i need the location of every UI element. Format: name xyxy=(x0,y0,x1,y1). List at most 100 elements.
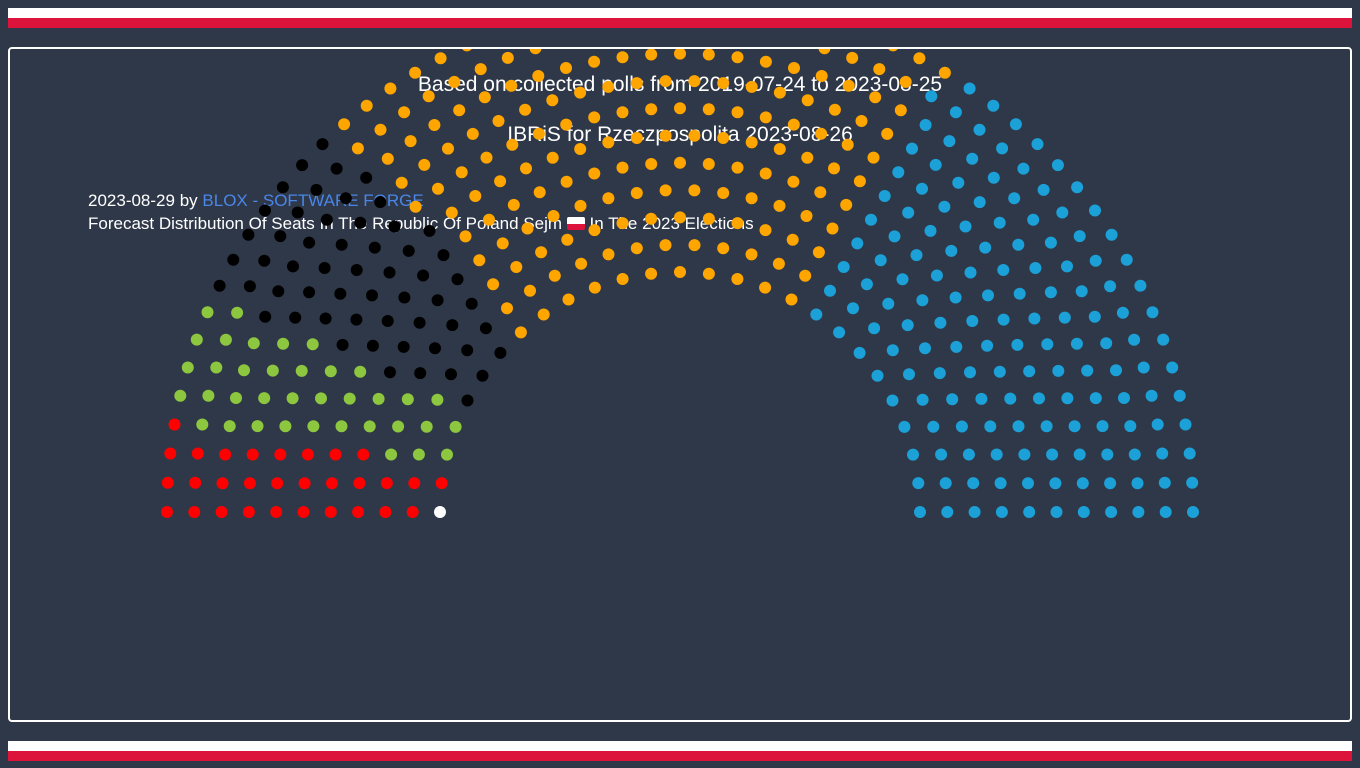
seat-dot-party-5 xyxy=(645,49,658,61)
seat-dot-party-5 xyxy=(602,80,615,93)
seat-dot-party-6 xyxy=(1183,447,1196,460)
seat-dot-party-3 xyxy=(277,337,290,350)
seat-dot-party-4 xyxy=(360,171,373,184)
seat-dot-party-5 xyxy=(759,281,772,294)
seat-dot-party-5 xyxy=(688,129,701,142)
seat-dot-party-4 xyxy=(423,224,436,237)
seat-dot-party-5 xyxy=(360,99,373,112)
seat-dot-party-3 xyxy=(247,337,260,350)
seat-dot-party-5 xyxy=(459,230,472,243)
seat-dot-party-5 xyxy=(483,213,495,226)
seat-dot-party-6 xyxy=(1187,506,1199,518)
seat-dot-party-6 xyxy=(1173,389,1186,402)
seat-dot-party-5 xyxy=(801,151,814,164)
seat-dot-party-6 xyxy=(1046,448,1059,461)
seat-dot-party-3 xyxy=(174,389,187,402)
seat-dot-party-6 xyxy=(874,254,887,267)
flag-stripe-red xyxy=(8,751,1352,761)
seat-dot-party-2 xyxy=(298,477,311,490)
seat-dot-party-6 xyxy=(1081,364,1094,377)
seat-dot-party-5 xyxy=(574,86,587,99)
seat-dot-party-6 xyxy=(1128,333,1141,346)
seat-dot-party-4 xyxy=(287,260,299,273)
seat-dot-party-5 xyxy=(867,151,880,164)
seat-dot-party-4 xyxy=(398,291,411,304)
seat-dot-party-5 xyxy=(853,175,866,188)
seat-dot-party-5 xyxy=(841,138,854,151)
seat-dot-party-5 xyxy=(745,248,758,261)
seat-dot-party-6 xyxy=(949,106,962,119)
seat-dot-party-6 xyxy=(906,142,918,155)
seat-dot-party-5 xyxy=(560,175,573,188)
seat-dot-party-5 xyxy=(787,175,800,188)
seat-dot-party-5 xyxy=(815,70,828,82)
seat-dot-party-6 xyxy=(916,294,929,307)
seat-dot-party-6 xyxy=(950,340,963,353)
seat-dot-party-5 xyxy=(818,49,831,55)
seat-dot-party-6 xyxy=(1089,392,1102,405)
seat-dot-party-3 xyxy=(210,361,223,374)
seat-dot-party-6 xyxy=(860,278,873,291)
seat-dot-party-6 xyxy=(1012,420,1025,433)
seat-dot-party-5 xyxy=(560,62,572,74)
author-link[interactable]: BLOX - SOFTWARE FORGE xyxy=(202,191,424,210)
seat-dot-party-5 xyxy=(630,187,643,199)
seat-dot-party-5 xyxy=(702,267,715,280)
seat-dot-party-5 xyxy=(645,267,658,280)
seat-dot-party-5 xyxy=(505,79,518,92)
seat-dot-party-6 xyxy=(1104,280,1117,293)
seat-dot-party-5 xyxy=(717,242,730,255)
flag-stripe-bottom xyxy=(8,741,1352,761)
seat-dot-party-5 xyxy=(828,162,840,175)
seat-dot-party-6 xyxy=(1104,477,1117,490)
seat-dot-party-2 xyxy=(435,477,448,490)
seat-dot-party-6 xyxy=(1159,506,1172,518)
seat-dot-party-5 xyxy=(828,103,841,116)
seat-dot-party-4 xyxy=(227,253,240,266)
seat-dot-party-2 xyxy=(408,477,421,490)
seat-dot-party-4 xyxy=(383,266,396,279)
seat-dot-party-5 xyxy=(840,198,853,211)
seat-dot-party-6 xyxy=(990,448,1003,461)
seat-dot-party-5 xyxy=(381,152,394,165)
seat-dot-party-3 xyxy=(190,333,203,346)
seat-dot-party-6 xyxy=(1027,213,1040,226)
seat-dot-party-1 xyxy=(434,506,446,518)
seat-dot-party-5 xyxy=(688,239,701,252)
seat-dot-party-6 xyxy=(1077,506,1090,518)
seat-dot-party-4 xyxy=(243,280,256,293)
seat-dot-party-5 xyxy=(561,233,574,246)
seat-dot-party-2 xyxy=(161,476,174,489)
seat-dot-party-6 xyxy=(975,392,988,405)
seat-dot-party-5 xyxy=(574,143,587,155)
seat-dot-party-5 xyxy=(773,86,786,99)
seat-dot-party-6 xyxy=(907,448,919,461)
seat-dot-party-2 xyxy=(164,447,177,460)
seat-dot-party-6 xyxy=(1051,159,1064,172)
seat-dot-party-5 xyxy=(630,132,643,144)
seat-dot-party-5 xyxy=(659,75,672,88)
seat-dot-party-3 xyxy=(196,418,209,431)
seat-dot-party-6 xyxy=(1131,477,1144,490)
seat-dot-party-5 xyxy=(434,52,447,65)
seat-dot-party-4 xyxy=(461,394,474,407)
seat-dot-party-5 xyxy=(826,222,839,235)
seat-dot-party-4 xyxy=(445,368,457,381)
seat-dot-party-5 xyxy=(409,66,422,79)
seat-dot-party-4 xyxy=(388,220,401,233)
seat-dot-party-6 xyxy=(984,420,997,433)
seat-dot-party-2 xyxy=(215,506,228,518)
seat-dot-party-4 xyxy=(330,162,343,175)
seat-dot-party-6 xyxy=(1146,306,1159,319)
seat-dot-party-4 xyxy=(354,216,367,229)
seat-dot-party-5 xyxy=(409,200,422,213)
seat-dot-party-5 xyxy=(616,106,629,119)
seat-dot-party-6 xyxy=(943,135,956,148)
seat-dot-party-6 xyxy=(882,297,895,310)
seat-dot-party-3 xyxy=(431,393,444,406)
seat-dot-party-2 xyxy=(161,506,173,518)
seat-dot-party-6 xyxy=(1089,204,1101,217)
seat-dot-party-5 xyxy=(846,51,859,64)
seat-dot-party-5 xyxy=(938,66,951,79)
seat-dot-party-6 xyxy=(1134,279,1147,292)
